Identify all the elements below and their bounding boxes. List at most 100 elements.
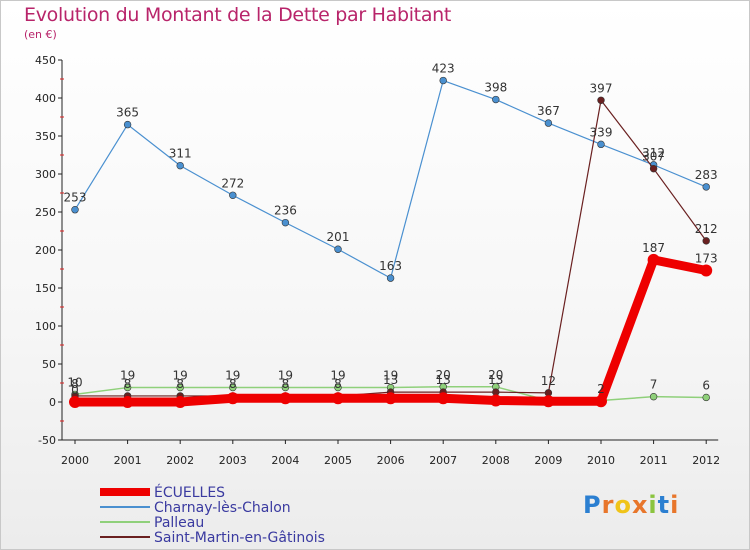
data-label: 20 xyxy=(488,368,503,382)
data-point xyxy=(334,245,342,253)
data-point xyxy=(281,383,290,392)
y-tick-label: 400 xyxy=(35,92,56,105)
legend-label-saint-martin: Saint-Martin-en-Gâtinois xyxy=(154,530,325,546)
series-line-1 xyxy=(74,79,707,279)
data-point xyxy=(649,392,658,401)
data-point xyxy=(544,119,553,127)
y-tick-label: 450 xyxy=(35,54,56,67)
data-point xyxy=(595,395,607,408)
logo-letter: x xyxy=(631,491,649,519)
data-label: 19 xyxy=(383,369,398,383)
data-label: 8 xyxy=(124,377,132,391)
data-label: 201 xyxy=(327,230,350,244)
data-point xyxy=(702,393,710,402)
x-tick-label: 2002 xyxy=(166,454,194,467)
y-tick-label: 0 xyxy=(49,396,56,409)
y-tick-label: 350 xyxy=(35,130,56,143)
data-point xyxy=(489,394,502,407)
data-point xyxy=(229,191,237,199)
y-tick-label: 200 xyxy=(35,244,56,257)
data-label: 0 xyxy=(71,383,79,397)
data-label: 12 xyxy=(541,374,556,388)
data-label: 8 xyxy=(282,377,290,391)
data-point xyxy=(123,120,132,129)
data-label: 2 xyxy=(597,382,605,396)
y-tick-label: -50 xyxy=(38,434,56,447)
series-line-3 xyxy=(74,99,707,397)
data-label: 367 xyxy=(537,104,560,118)
y-tick-label: 150 xyxy=(35,282,56,295)
data-point xyxy=(176,383,184,392)
data-point xyxy=(702,183,710,191)
data-label: 307 xyxy=(642,150,665,164)
data-point xyxy=(279,392,292,405)
logo-letter: r xyxy=(601,491,615,519)
data-label: 6 xyxy=(702,378,710,392)
data-label: 398 xyxy=(484,81,507,95)
legend-label-ecuelles: ÉCUELLES xyxy=(154,485,226,501)
data-label: 236 xyxy=(274,204,297,218)
x-tick-label: 2000 xyxy=(61,454,89,467)
data-label: 173 xyxy=(695,252,718,266)
data-label: 13 xyxy=(383,373,398,387)
logo-letter: i xyxy=(670,491,680,519)
data-point xyxy=(702,237,710,245)
data-point xyxy=(281,218,290,227)
data-point xyxy=(332,392,344,405)
data-point xyxy=(649,164,658,173)
data-label: 423 xyxy=(432,62,455,76)
logo-letter: i xyxy=(648,491,658,519)
data-point xyxy=(123,383,132,392)
data-point xyxy=(121,396,134,408)
x-tick-label: 2003 xyxy=(219,454,247,467)
data-point xyxy=(71,206,79,214)
x-tick-label: 2010 xyxy=(587,454,615,467)
data-label: 19 xyxy=(225,369,240,383)
x-tick-label: 2012 xyxy=(692,454,720,467)
data-point xyxy=(384,392,397,405)
logo-letter: P xyxy=(583,491,602,519)
data-point xyxy=(226,392,239,405)
data-label: 163 xyxy=(379,259,402,273)
x-tick-label: 2006 xyxy=(377,454,405,467)
data-point xyxy=(597,140,605,149)
data-label: 8 xyxy=(71,377,79,391)
data-point xyxy=(542,395,555,408)
data-label: 365 xyxy=(116,106,139,120)
logo-letter: t xyxy=(657,491,671,519)
data-label: 8 xyxy=(176,377,184,391)
data-label: 397 xyxy=(590,81,613,95)
x-tick-label: 2001 xyxy=(114,454,142,467)
data-label: 13 xyxy=(488,373,503,387)
logo-letter: o xyxy=(614,491,632,519)
x-tick-label: 2011 xyxy=(640,454,668,467)
y-tick-label: 300 xyxy=(35,168,56,181)
data-label: 311 xyxy=(169,147,192,161)
data-label: 19 xyxy=(120,369,135,383)
data-point xyxy=(229,383,237,392)
data-label: 253 xyxy=(64,191,87,205)
y-tick-label: 250 xyxy=(35,206,56,219)
data-label: 339 xyxy=(590,125,613,139)
y-tick-label: 50 xyxy=(42,358,56,371)
x-tick-label: 2009 xyxy=(534,454,562,467)
x-tick-label: 2004 xyxy=(271,454,299,467)
data-point xyxy=(492,95,500,104)
data-label: 19 xyxy=(330,369,345,383)
legend-label-charnay: Charnay-lès-Chalon xyxy=(154,500,291,516)
x-tick-label: 2007 xyxy=(429,454,457,467)
legend-label-palleau: Palleau xyxy=(154,515,205,531)
data-label: 10 xyxy=(67,375,82,389)
data-point xyxy=(597,96,605,104)
chart-title: Evolution du Montant de la Dette par Hab… xyxy=(24,4,452,26)
data-label: 272 xyxy=(221,176,244,190)
data-point xyxy=(386,274,395,282)
proxiti-logo: Proxiti xyxy=(583,491,679,519)
data-label: 283 xyxy=(695,168,718,182)
data-label: 19 xyxy=(173,369,188,383)
data-label: 19 xyxy=(278,369,293,383)
data-point xyxy=(69,396,81,408)
data-label: 8 xyxy=(229,377,237,391)
